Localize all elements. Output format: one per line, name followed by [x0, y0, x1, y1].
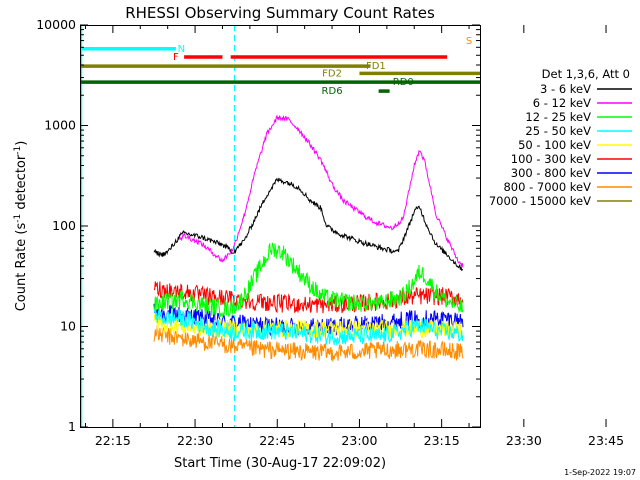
flag-label-rd0: RD0 [393, 77, 414, 88]
y-tick-label: 1000 [44, 118, 76, 133]
x-tick-label: 22:15 [95, 433, 131, 448]
flag-label-f: F [173, 52, 179, 63]
series-line-3 [153, 307, 464, 346]
legend-label: 50 - 100 keV [518, 138, 591, 152]
y-axis: 1 10 100 1000 10000 [36, 17, 480, 434]
flag-label-fd2: FD2 [322, 68, 342, 79]
x-tick-label: 23:15 [424, 433, 460, 448]
flag-label-n: N [178, 44, 185, 55]
y-tick-label: 1 [68, 419, 76, 434]
series-line-0 [153, 177, 464, 272]
legend-label: 800 - 7000 keV [503, 180, 591, 194]
x-tick-label: 22:30 [177, 433, 213, 448]
legend-label: 25 - 50 keV [525, 124, 591, 138]
y-tick-label: 10 [60, 319, 76, 334]
y-axis-label: Count Rate (s-1 detector-1) [13, 141, 29, 312]
y-tick-label: 100 [52, 218, 76, 233]
x-axis: 22:15 22:30 22:45 23:00 23:15 23:30 23:45 [84, 25, 624, 448]
legend-label: 3 - 6 keV [540, 82, 591, 96]
y-tick-label: 10000 [36, 17, 76, 32]
y-axis-label-main: Count Rate (s [14, 223, 29, 312]
chart-title: RHESSI Observing Summary Count Rates [125, 4, 435, 22]
series-line-7 [153, 325, 464, 362]
series-line-6 [153, 303, 464, 338]
legend-label: 300 - 800 keV [511, 166, 591, 180]
y-axis-label-mid: detector [14, 154, 29, 214]
y-axis-label-exp1: -1 [13, 214, 23, 223]
legend-header: Det 1,3,6, Att 0 [542, 67, 630, 81]
flag-label-fd1: FD1 [366, 61, 386, 72]
legend-label: 7000 - 15000 keV [489, 194, 591, 208]
plot-area: NF S FD1 FD2 RD0 RD6 [80, 25, 480, 427]
legend-label: 100 - 300 keV [511, 152, 591, 166]
flag-label-rd6: RD6 [322, 86, 343, 97]
x-axis-label: Start Time (30-Aug-17 22:09:02) [174, 456, 386, 471]
x-tick-label: 23:45 [588, 433, 624, 448]
x-tick-label: 23:00 [341, 433, 377, 448]
y-axis-label-end: ) [14, 141, 29, 146]
x-tick-label: 23:30 [506, 433, 542, 448]
series-line-2 [153, 242, 464, 318]
series-line-1 [179, 114, 464, 268]
y-axis-label-exp2: -1 [13, 146, 23, 155]
legend-label: 6 - 12 keV [533, 96, 591, 110]
footer-date: 1-Sep-2022 19:07 [564, 468, 636, 477]
legend-label: 12 - 25 keV [525, 110, 591, 124]
x-tick-label: 22:45 [259, 433, 295, 448]
flag-label-s: S [466, 36, 472, 47]
